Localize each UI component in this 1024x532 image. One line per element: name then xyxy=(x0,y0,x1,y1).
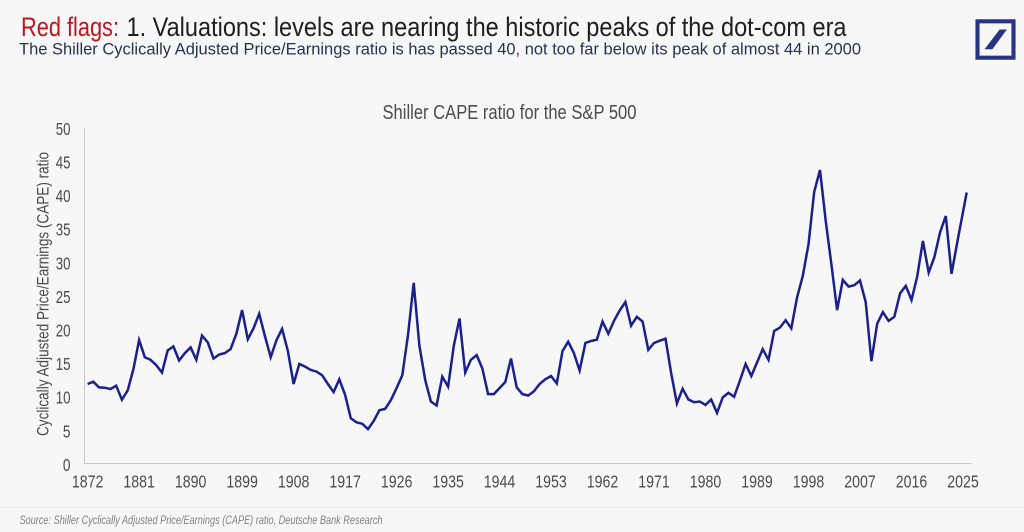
svg-text:1944: 1944 xyxy=(484,472,516,492)
svg-text:1917: 1917 xyxy=(329,472,361,492)
svg-text:2025: 2025 xyxy=(947,472,979,492)
svg-text:1926: 1926 xyxy=(381,472,413,492)
svg-text:Red flags:: Red flags: xyxy=(21,12,119,42)
svg-text:1953: 1953 xyxy=(535,472,567,492)
svg-text:45: 45 xyxy=(56,153,71,173)
svg-text:5: 5 xyxy=(63,421,71,441)
svg-text:1908: 1908 xyxy=(278,472,310,492)
svg-text:25: 25 xyxy=(56,287,71,307)
svg-text:50: 50 xyxy=(56,119,71,139)
svg-text:1962: 1962 xyxy=(587,472,619,492)
svg-text:1971: 1971 xyxy=(638,472,670,492)
svg-text:30: 30 xyxy=(56,253,71,273)
svg-text:2007: 2007 xyxy=(844,472,876,492)
svg-text:The Shiller Cyclically Adjuste: The Shiller Cyclically Adjusted Price/Ea… xyxy=(19,40,861,59)
svg-text:15: 15 xyxy=(56,354,71,374)
svg-text:Source: Shiller Cyclically Adj: Source: Shiller Cyclically Adjusted Pric… xyxy=(20,515,383,527)
svg-text:Cyclically Adjusted Price/Earn: Cyclically Adjusted Price/Earnings (CAPE… xyxy=(35,152,53,436)
svg-text:Shiller CAPE ratio for the S&P: Shiller CAPE ratio for the S&P 500 xyxy=(383,102,637,124)
svg-text:35: 35 xyxy=(56,220,71,240)
svg-text:2016: 2016 xyxy=(896,472,928,492)
svg-text:1881: 1881 xyxy=(123,472,155,492)
svg-text:1. Valuations: levels are near: 1. Valuations: levels are nearing the hi… xyxy=(127,12,848,42)
svg-text:1890: 1890 xyxy=(175,472,207,492)
svg-text:1998: 1998 xyxy=(793,472,825,492)
svg-text:40: 40 xyxy=(56,186,71,206)
svg-text:0: 0 xyxy=(63,455,71,475)
svg-text:10: 10 xyxy=(56,388,71,408)
svg-text:1899: 1899 xyxy=(226,472,258,492)
svg-text:20: 20 xyxy=(56,321,71,341)
svg-text:1989: 1989 xyxy=(741,472,773,492)
svg-text:1872: 1872 xyxy=(72,472,104,492)
svg-text:1980: 1980 xyxy=(690,472,722,492)
svg-text:1935: 1935 xyxy=(432,472,464,492)
